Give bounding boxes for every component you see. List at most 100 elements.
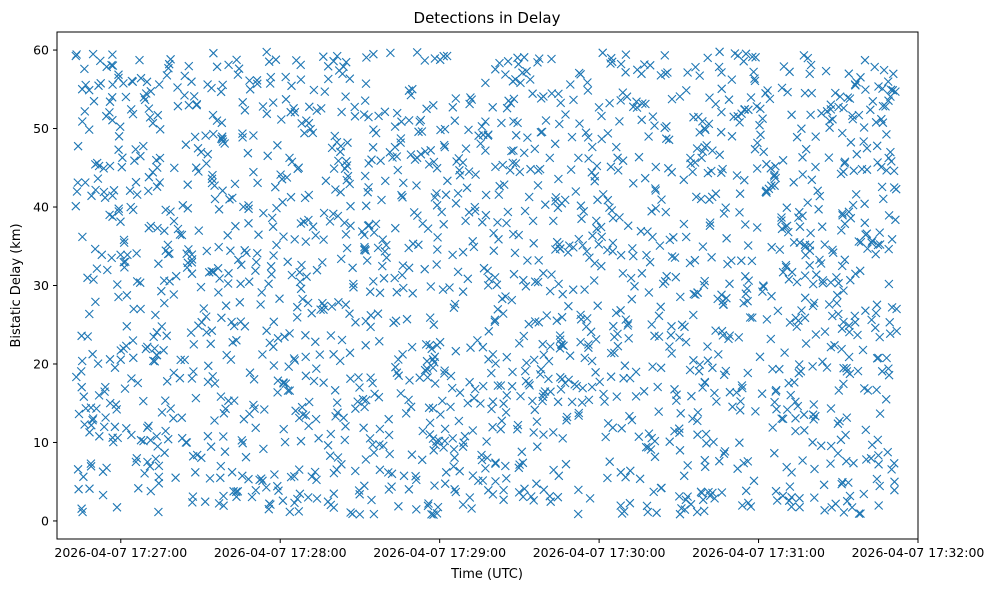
data-point: [650, 184, 660, 193]
data-point: [639, 386, 649, 396]
data-point: [291, 406, 300, 416]
data-point: [386, 48, 395, 58]
data-point: [301, 330, 310, 340]
data-point: [710, 388, 719, 398]
data-point: [382, 253, 391, 263]
data-point: [697, 153, 706, 163]
data-point: [323, 61, 333, 71]
data-point: [404, 484, 414, 494]
data-point: [714, 62, 724, 72]
data-point: [708, 488, 717, 498]
data-point: [140, 469, 149, 478]
data-point: [159, 345, 168, 355]
data-point: [778, 155, 788, 165]
data-point: [102, 62, 112, 72]
data-point: [785, 318, 795, 327]
data-point: [307, 308, 317, 318]
data-point: [875, 228, 885, 237]
data-point: [488, 422, 497, 432]
chart-title: Detections in Delay: [414, 9, 561, 27]
data-point: [351, 317, 360, 327]
data-point: [717, 68, 726, 77]
data-point: [553, 492, 563, 502]
data-point: [469, 393, 479, 403]
data-point: [152, 182, 162, 192]
data-point: [340, 164, 350, 174]
data-point: [847, 503, 857, 512]
data-point: [857, 164, 867, 174]
data-point: [715, 150, 725, 160]
data-point: [227, 317, 236, 327]
data-point: [341, 230, 351, 239]
data-point: [77, 356, 87, 366]
data-point: [845, 275, 855, 285]
data-point: [700, 378, 710, 388]
data-point: [218, 80, 228, 90]
data-point: [238, 97, 248, 107]
data-point: [778, 414, 788, 424]
y-axis-label: Bistatic Delay (km): [9, 223, 24, 347]
data-point: [837, 261, 847, 271]
data-point: [219, 491, 228, 501]
data-point: [91, 185, 100, 195]
data-point: [846, 213, 856, 223]
data-point: [77, 382, 87, 392]
data-point: [169, 368, 179, 378]
data-point: [152, 350, 162, 360]
data-point: [430, 54, 440, 63]
data-point: [758, 114, 767, 124]
data-point: [805, 260, 815, 270]
data-point: [743, 241, 753, 250]
data-point: [618, 156, 628, 166]
data-point: [257, 288, 267, 297]
data-point: [371, 219, 381, 229]
data-point: [262, 47, 272, 57]
data-point: [663, 68, 672, 77]
data-point: [294, 163, 304, 173]
data-point: [311, 364, 321, 373]
data-point: [191, 163, 201, 173]
data-point: [380, 176, 390, 186]
data-point: [439, 369, 449, 378]
data-point: [481, 190, 491, 200]
data-point: [175, 230, 185, 239]
data-point: [603, 195, 613, 205]
data-point: [279, 424, 289, 434]
data-point: [184, 245, 193, 254]
data-point: [245, 76, 254, 85]
data-point: [809, 415, 819, 424]
data-point: [455, 388, 465, 398]
data-point: [737, 501, 747, 510]
data-point: [477, 217, 487, 227]
data-point: [874, 451, 883, 460]
data-point: [641, 442, 651, 452]
data-point: [361, 201, 371, 211]
data-point: [654, 311, 664, 321]
data-point: [849, 458, 858, 468]
data-point: [222, 350, 232, 360]
data-point: [739, 298, 749, 308]
data-point: [155, 178, 165, 187]
data-point: [712, 397, 721, 406]
data-point: [203, 431, 213, 441]
data-point: [530, 144, 540, 154]
data-point: [727, 75, 737, 84]
data-point: [599, 389, 608, 399]
data-point: [245, 84, 255, 94]
data-point: [374, 111, 383, 121]
data-point: [819, 480, 829, 490]
data-point: [623, 321, 633, 330]
data-point: [528, 216, 538, 226]
data-point: [747, 256, 757, 266]
data-point: [336, 254, 346, 264]
data-point: [397, 270, 407, 280]
data-point: [142, 423, 152, 433]
data-point: [188, 492, 198, 501]
data-point: [201, 131, 210, 140]
data-point: [570, 380, 580, 389]
data-point: [518, 458, 528, 468]
data-point: [620, 361, 630, 371]
data-point: [717, 107, 726, 117]
data-point: [304, 102, 314, 112]
data-point: [119, 238, 129, 247]
